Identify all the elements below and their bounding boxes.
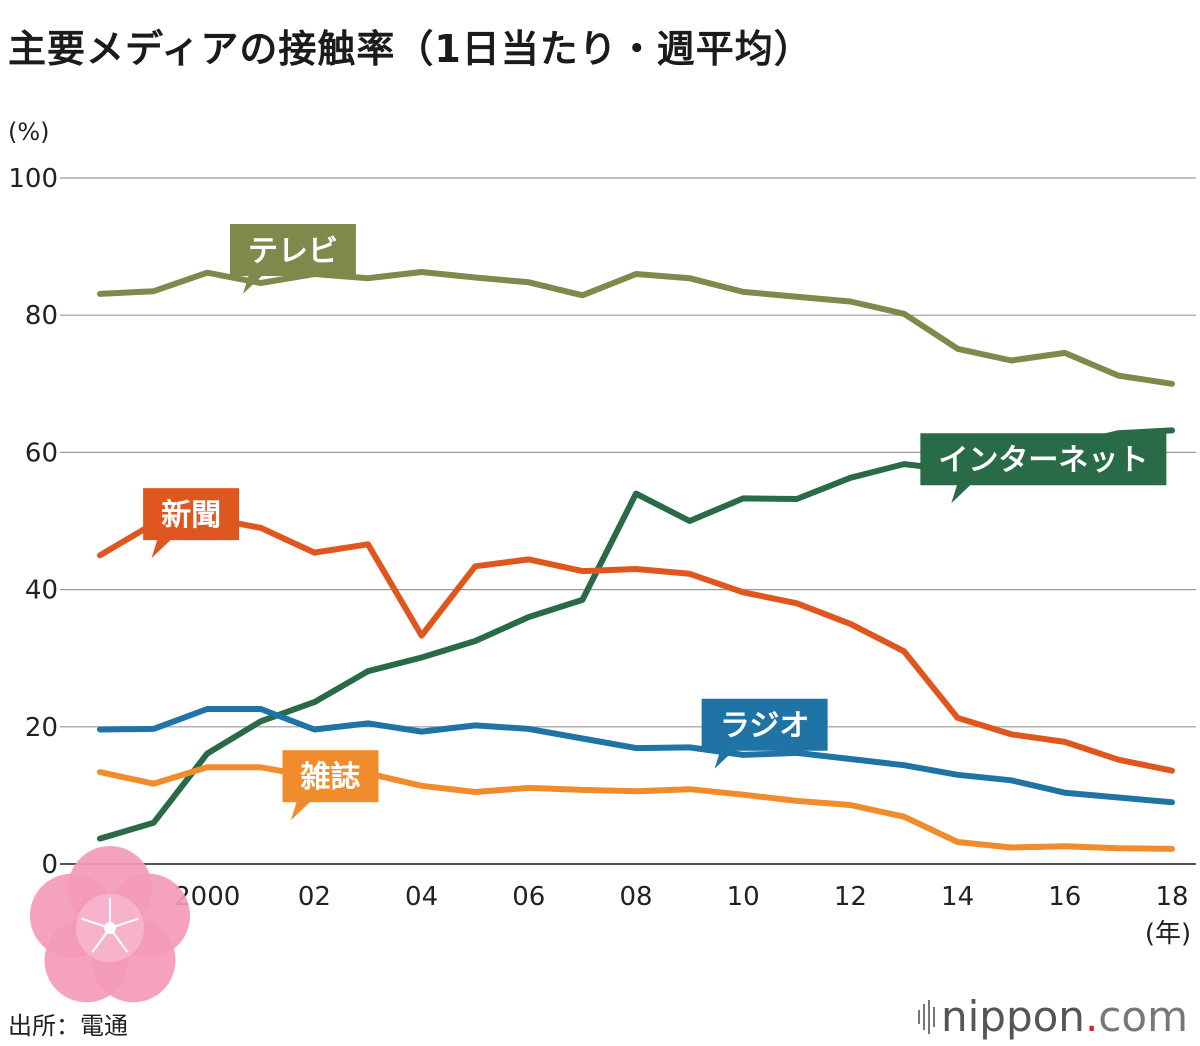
series-line-2	[97, 514, 1175, 774]
y-tick-label: 40	[25, 576, 58, 606]
nippon-com-logo: nippon.com	[918, 992, 1188, 1041]
series-lines	[97, 269, 1175, 852]
x-tick-label: 10	[727, 882, 760, 912]
series-label-pointer	[290, 801, 311, 821]
x-tick-label: 16	[1048, 882, 1081, 912]
y-tick-label: 0	[41, 850, 58, 880]
source-note: 出所：電通	[8, 1012, 128, 1040]
series-label-text: 雑誌	[299, 760, 360, 795]
sakura-flower-icon	[29, 846, 191, 1003]
logo-dot: .	[1084, 992, 1099, 1041]
y-tick-label: 80	[25, 301, 58, 331]
series-label-pointer	[951, 484, 972, 504]
x-tick-label: 02	[298, 882, 331, 912]
series-label-text: インターネット	[938, 443, 1148, 478]
series-label-2: 新聞	[143, 488, 240, 559]
series-label-1: インターネット	[920, 433, 1167, 504]
series-label-text: ラジオ	[720, 709, 809, 744]
series-label-box	[229, 224, 356, 277]
series-label-4: 雑誌	[282, 750, 379, 821]
logo-bars-icon	[918, 999, 935, 1034]
series-label-box	[143, 488, 240, 541]
x-axis-label: (年)	[1145, 919, 1191, 949]
y-axis-label: (%)	[8, 118, 50, 146]
series-label-box	[282, 750, 379, 803]
series-label-text: テレビ	[248, 234, 338, 269]
y-tick-label: 60	[25, 438, 58, 468]
series-label-3: ラジオ	[701, 698, 828, 769]
x-tick-label: 06	[512, 882, 545, 912]
series-label-box	[920, 433, 1167, 486]
series-label-text: 新聞	[161, 498, 221, 533]
chart-title: 主要メディアの接触率（1日当たり・週平均）	[8, 27, 813, 71]
x-tick-label: 14	[941, 882, 974, 912]
x-tick-label: 08	[619, 882, 652, 912]
x-tick-label: 18	[1155, 882, 1188, 912]
series-line-3	[97, 706, 1175, 806]
x-tick-label: 12	[834, 882, 867, 912]
series-label-pointer	[714, 749, 735, 769]
x-tick-label: 04	[405, 882, 438, 912]
logo-tld: com	[1098, 992, 1188, 1041]
y-tick-label: 20	[25, 713, 58, 743]
series-line-0	[97, 269, 1175, 387]
series-label-box	[701, 698, 828, 751]
series-label-pointer	[151, 539, 172, 559]
logo-name: nippon	[941, 992, 1085, 1041]
y-tick-label: 100	[8, 164, 58, 194]
series-label-0: テレビ	[229, 224, 356, 295]
series-line-4	[97, 764, 1175, 852]
series-label-pointer	[242, 275, 263, 295]
